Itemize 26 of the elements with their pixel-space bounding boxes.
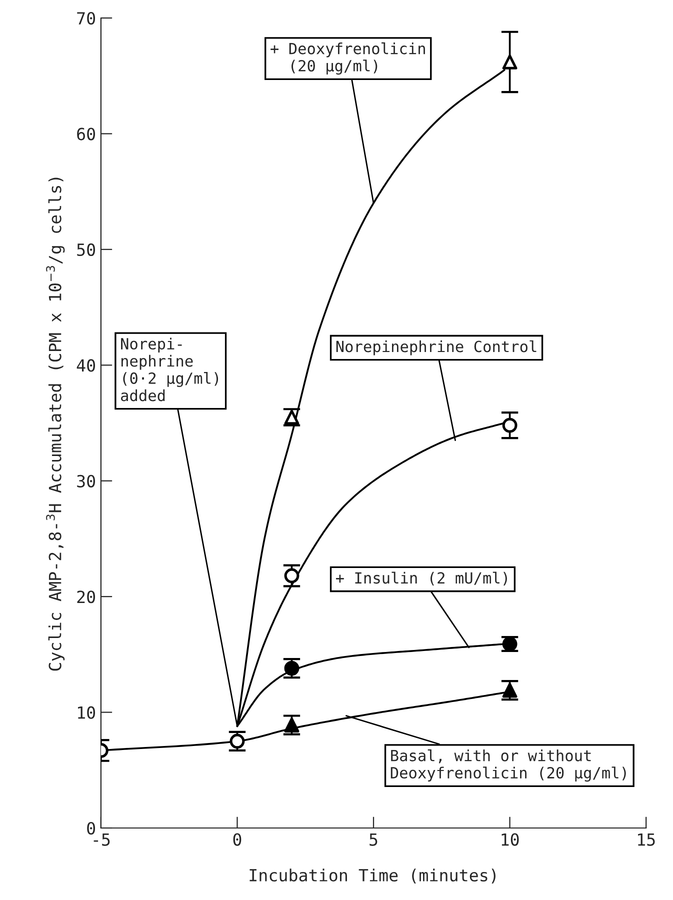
- annotation: Norepinephrine Control: [336, 340, 536, 356]
- y-tick-label: 10: [78, 706, 96, 719]
- annotation: Basal, with or without Deoxyfrenolicin (20 μg/ml): [390, 749, 626, 782]
- y-tick-label: 70: [77, 12, 96, 25]
- x-tick-label: 15: [638, 833, 655, 846]
- y-tick-label: 60: [77, 128, 96, 140]
- x-tick-label: -5: [94, 833, 110, 846]
- point: [284, 718, 300, 732]
- y-tick-label: 40: [76, 359, 96, 372]
- y-tick-label: 30: [77, 474, 96, 488]
- x-axis-title: Incubation Time (minutes): [250, 868, 496, 884]
- x-tick-label: 0: [233, 833, 242, 846]
- point: [502, 682, 518, 698]
- point: [502, 418, 518, 433]
- point: [284, 568, 300, 584]
- annotation: + Insulin (2 mU/ml): [336, 572, 507, 586]
- y-axis-title: Cyclic AMP-2,8-$^{3}$H Accumulated (CPM x 10$^{−3}$/g cells): [46, 178, 65, 671]
- point: [502, 54, 518, 70]
- annotation: + Deoxyfrenolicin (20 μg/ml): [270, 42, 425, 75]
- x-tick-label: 5: [370, 833, 378, 846]
- y-tick-label: 20: [77, 590, 96, 604]
- y-tick-label: 0: [87, 822, 96, 835]
- annotation: Norepi- nephrine (0·2 μg/ml) added: [121, 338, 218, 402]
- point: [284, 660, 300, 676]
- x-tick-label: 10: [502, 833, 519, 846]
- y-tick-label: 50: [77, 243, 96, 256]
